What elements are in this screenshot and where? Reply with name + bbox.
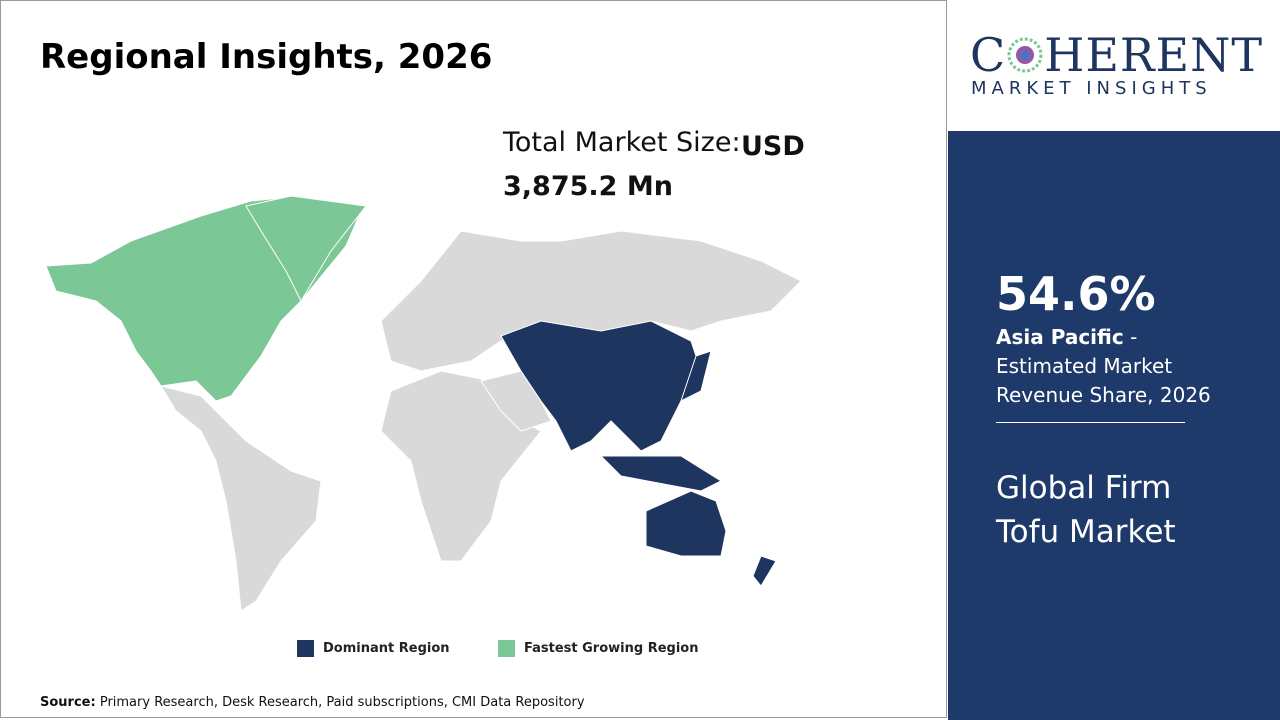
- source-text: Primary Research, Desk Research, Paid su…: [99, 695, 585, 710]
- legend-label: Dominant Region: [323, 641, 450, 656]
- source: Source: Primary Research, Desk Research,…: [40, 695, 585, 710]
- market-size-label: Total Market Size:: [503, 127, 741, 158]
- legend-swatch: [297, 640, 314, 657]
- description: - Estimated Market Revenue Share, 2026: [996, 325, 1211, 407]
- market-size-value: USD 3,875.2 Mn: [503, 131, 805, 202]
- logo-globe: [1007, 37, 1043, 73]
- share-description: Asia Pacific - Estimated Market Revenue …: [996, 323, 1236, 410]
- logo-brand-start: C: [970, 28, 1007, 82]
- logo-brand-end: HERENT: [1044, 28, 1264, 82]
- divider: [996, 422, 1185, 423]
- logo: C HERENT MARKET INSIGHTS: [948, 0, 1280, 131]
- logo-brand: C HERENT: [970, 28, 1263, 82]
- market-size: Total Market Size:: [503, 127, 741, 158]
- main-panel: Regional Insights, 2026 Total Market Siz…: [0, 0, 947, 718]
- title: Regional Insights, 2026: [40, 37, 493, 77]
- market-name: Global Firm Tofu Market: [996, 470, 1176, 550]
- share-value: 54.6%: [996, 267, 1156, 321]
- legend-label: Fastest Growing Region: [524, 641, 699, 656]
- source-label: Source:: [40, 695, 96, 710]
- world-map: [45, 195, 802, 612]
- legend-swatch: [498, 640, 515, 657]
- logo-tagline: MARKET INSIGHTS: [971, 78, 1212, 99]
- region-name: Asia Pacific: [996, 325, 1124, 349]
- side-panel: 54.6% Asia Pacific - Estimated Market Re…: [948, 131, 1280, 720]
